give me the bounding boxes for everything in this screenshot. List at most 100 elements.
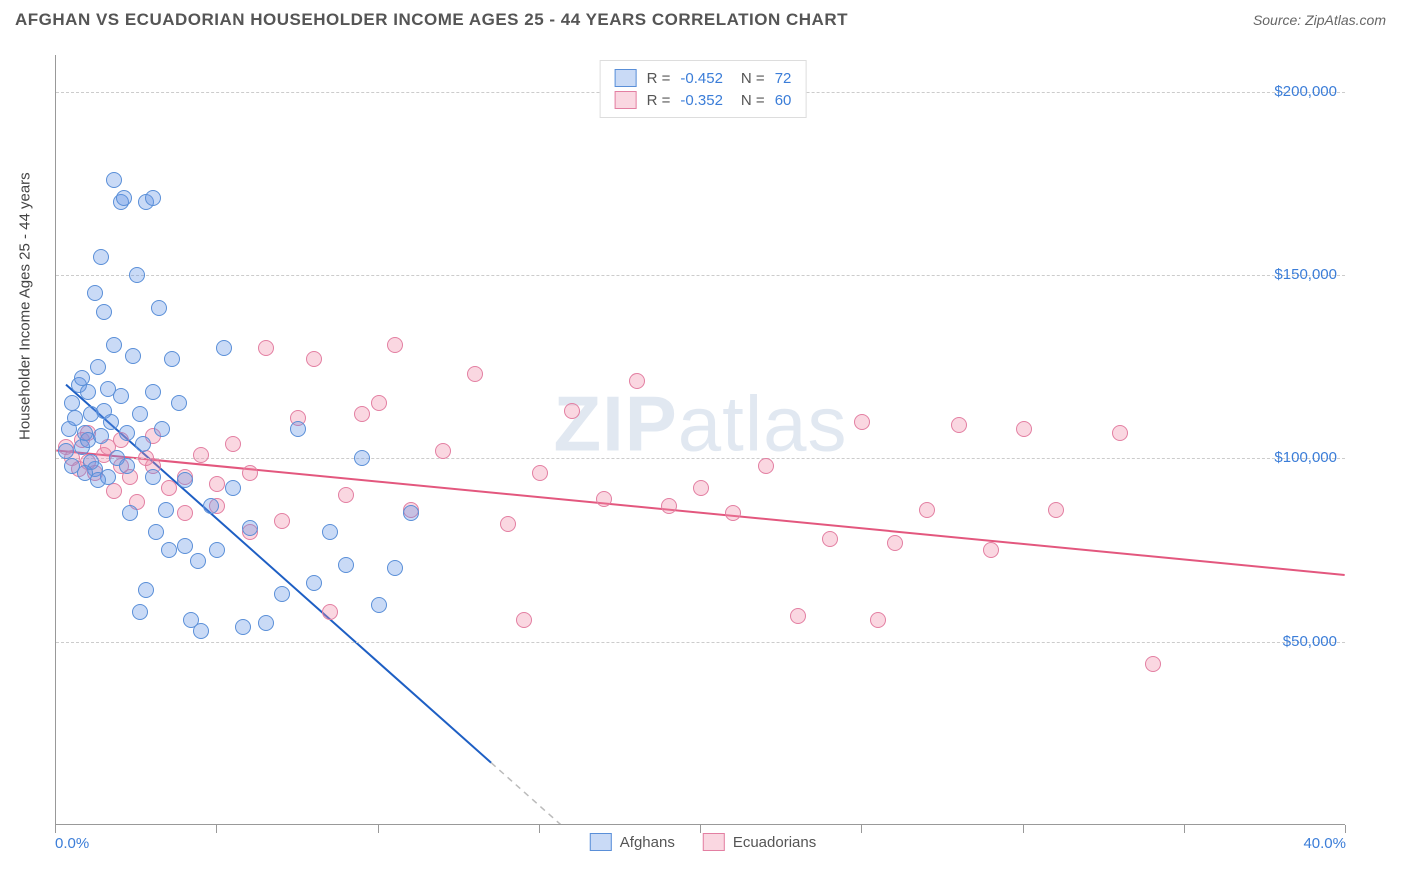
x-axis-max-label: 40.0%: [1303, 835, 1346, 852]
trend-line: [491, 763, 636, 824]
source-prefix: Source:: [1253, 12, 1305, 28]
data-point-afghans: [93, 249, 109, 265]
data-point-ecuadorians: [242, 465, 258, 481]
data-point-afghans: [148, 524, 164, 540]
data-point-afghans: [242, 520, 258, 536]
watermark-zip: ZIP: [553, 380, 677, 468]
data-point-ecuadorians: [790, 608, 806, 624]
data-point-afghans: [106, 337, 122, 353]
data-point-ecuadorians: [306, 351, 322, 367]
data-point-afghans: [371, 597, 387, 613]
data-point-ecuadorians: [322, 604, 338, 620]
data-point-afghans: [125, 348, 141, 364]
data-point-afghans: [190, 553, 206, 569]
data-point-ecuadorians: [177, 505, 193, 521]
data-point-afghans: [106, 172, 122, 188]
data-point-ecuadorians: [354, 406, 370, 422]
data-point-afghans: [193, 623, 209, 639]
x-tick: [539, 825, 540, 833]
data-point-ecuadorians: [1145, 656, 1161, 672]
data-point-ecuadorians: [564, 403, 580, 419]
x-tick: [55, 825, 56, 833]
r-value-afghans: -0.452: [680, 70, 723, 87]
data-point-ecuadorians: [822, 531, 838, 547]
data-point-ecuadorians: [338, 487, 354, 503]
x-tick: [861, 825, 862, 833]
data-point-afghans: [322, 524, 338, 540]
data-point-afghans: [154, 421, 170, 437]
data-point-afghans: [161, 542, 177, 558]
data-point-ecuadorians: [106, 483, 122, 499]
data-point-afghans: [80, 384, 96, 400]
r-label: R =: [647, 70, 671, 87]
data-point-afghans: [132, 406, 148, 422]
stats-row-afghans: R = -0.452 N = 72: [615, 67, 792, 89]
swatch-ecuadorians: [615, 91, 637, 109]
gridline-h: [56, 458, 1345, 459]
data-point-afghans: [77, 465, 93, 481]
data-point-ecuadorians: [1016, 421, 1032, 437]
data-point-ecuadorians: [725, 505, 741, 521]
y-tick-label: $150,000: [1274, 266, 1337, 283]
stats-row-ecuadorians: R = -0.352 N = 60: [615, 89, 792, 111]
data-point-afghans: [145, 190, 161, 206]
data-point-afghans: [216, 340, 232, 356]
data-point-afghans: [96, 304, 112, 320]
data-point-ecuadorians: [693, 480, 709, 496]
data-point-afghans: [100, 381, 116, 397]
data-point-afghans: [119, 425, 135, 441]
x-tick: [216, 825, 217, 833]
data-point-ecuadorians: [661, 498, 677, 514]
source-name: ZipAtlas.com: [1305, 12, 1386, 28]
n-value-ecuadorians: 60: [775, 92, 792, 109]
data-point-ecuadorians: [435, 443, 451, 459]
data-point-afghans: [387, 560, 403, 576]
data-point-afghans: [274, 586, 290, 602]
data-point-ecuadorians: [629, 373, 645, 389]
data-point-ecuadorians: [596, 491, 612, 507]
gridline-h: [56, 642, 1345, 643]
data-point-ecuadorians: [1112, 425, 1128, 441]
data-point-afghans: [103, 414, 119, 430]
data-point-afghans: [258, 615, 274, 631]
x-tick: [1023, 825, 1024, 833]
data-point-afghans: [145, 469, 161, 485]
data-point-afghans: [135, 436, 151, 452]
data-point-ecuadorians: [870, 612, 886, 628]
data-point-afghans: [74, 370, 90, 386]
trend-line: [66, 385, 491, 763]
data-point-ecuadorians: [193, 447, 209, 463]
data-point-afghans: [58, 443, 74, 459]
data-point-afghans: [116, 190, 132, 206]
watermark: ZIPatlas: [553, 379, 847, 470]
gridline-h: [56, 275, 1345, 276]
data-point-afghans: [87, 285, 103, 301]
legend-label-ecuadorians: Ecuadorians: [733, 834, 816, 851]
data-point-afghans: [403, 505, 419, 521]
data-point-afghans: [129, 267, 145, 283]
legend-item-ecuadorians: Ecuadorians: [703, 833, 816, 851]
x-tick: [700, 825, 701, 833]
series-legend: Afghans Ecuadorians: [590, 833, 816, 851]
data-point-afghans: [290, 421, 306, 437]
data-point-afghans: [138, 582, 154, 598]
data-point-ecuadorians: [387, 337, 403, 353]
data-point-ecuadorians: [225, 436, 241, 452]
n-label: N =: [741, 92, 765, 109]
data-point-ecuadorians: [258, 340, 274, 356]
n-value-afghans: 72: [775, 70, 792, 87]
x-axis-min-label: 0.0%: [55, 835, 89, 852]
data-point-ecuadorians: [516, 612, 532, 628]
data-point-afghans: [90, 359, 106, 375]
data-point-afghans: [203, 498, 219, 514]
data-point-ecuadorians: [758, 458, 774, 474]
n-label: N =: [741, 70, 765, 87]
watermark-atlas: atlas: [678, 380, 848, 468]
source-attribution: Source: ZipAtlas.com: [1253, 12, 1386, 28]
data-point-afghans: [235, 619, 251, 635]
trend-lines-layer: [56, 55, 1345, 824]
legend-label-afghans: Afghans: [620, 834, 675, 851]
data-point-afghans: [158, 502, 174, 518]
data-point-ecuadorians: [532, 465, 548, 481]
legend-item-afghans: Afghans: [590, 833, 675, 851]
